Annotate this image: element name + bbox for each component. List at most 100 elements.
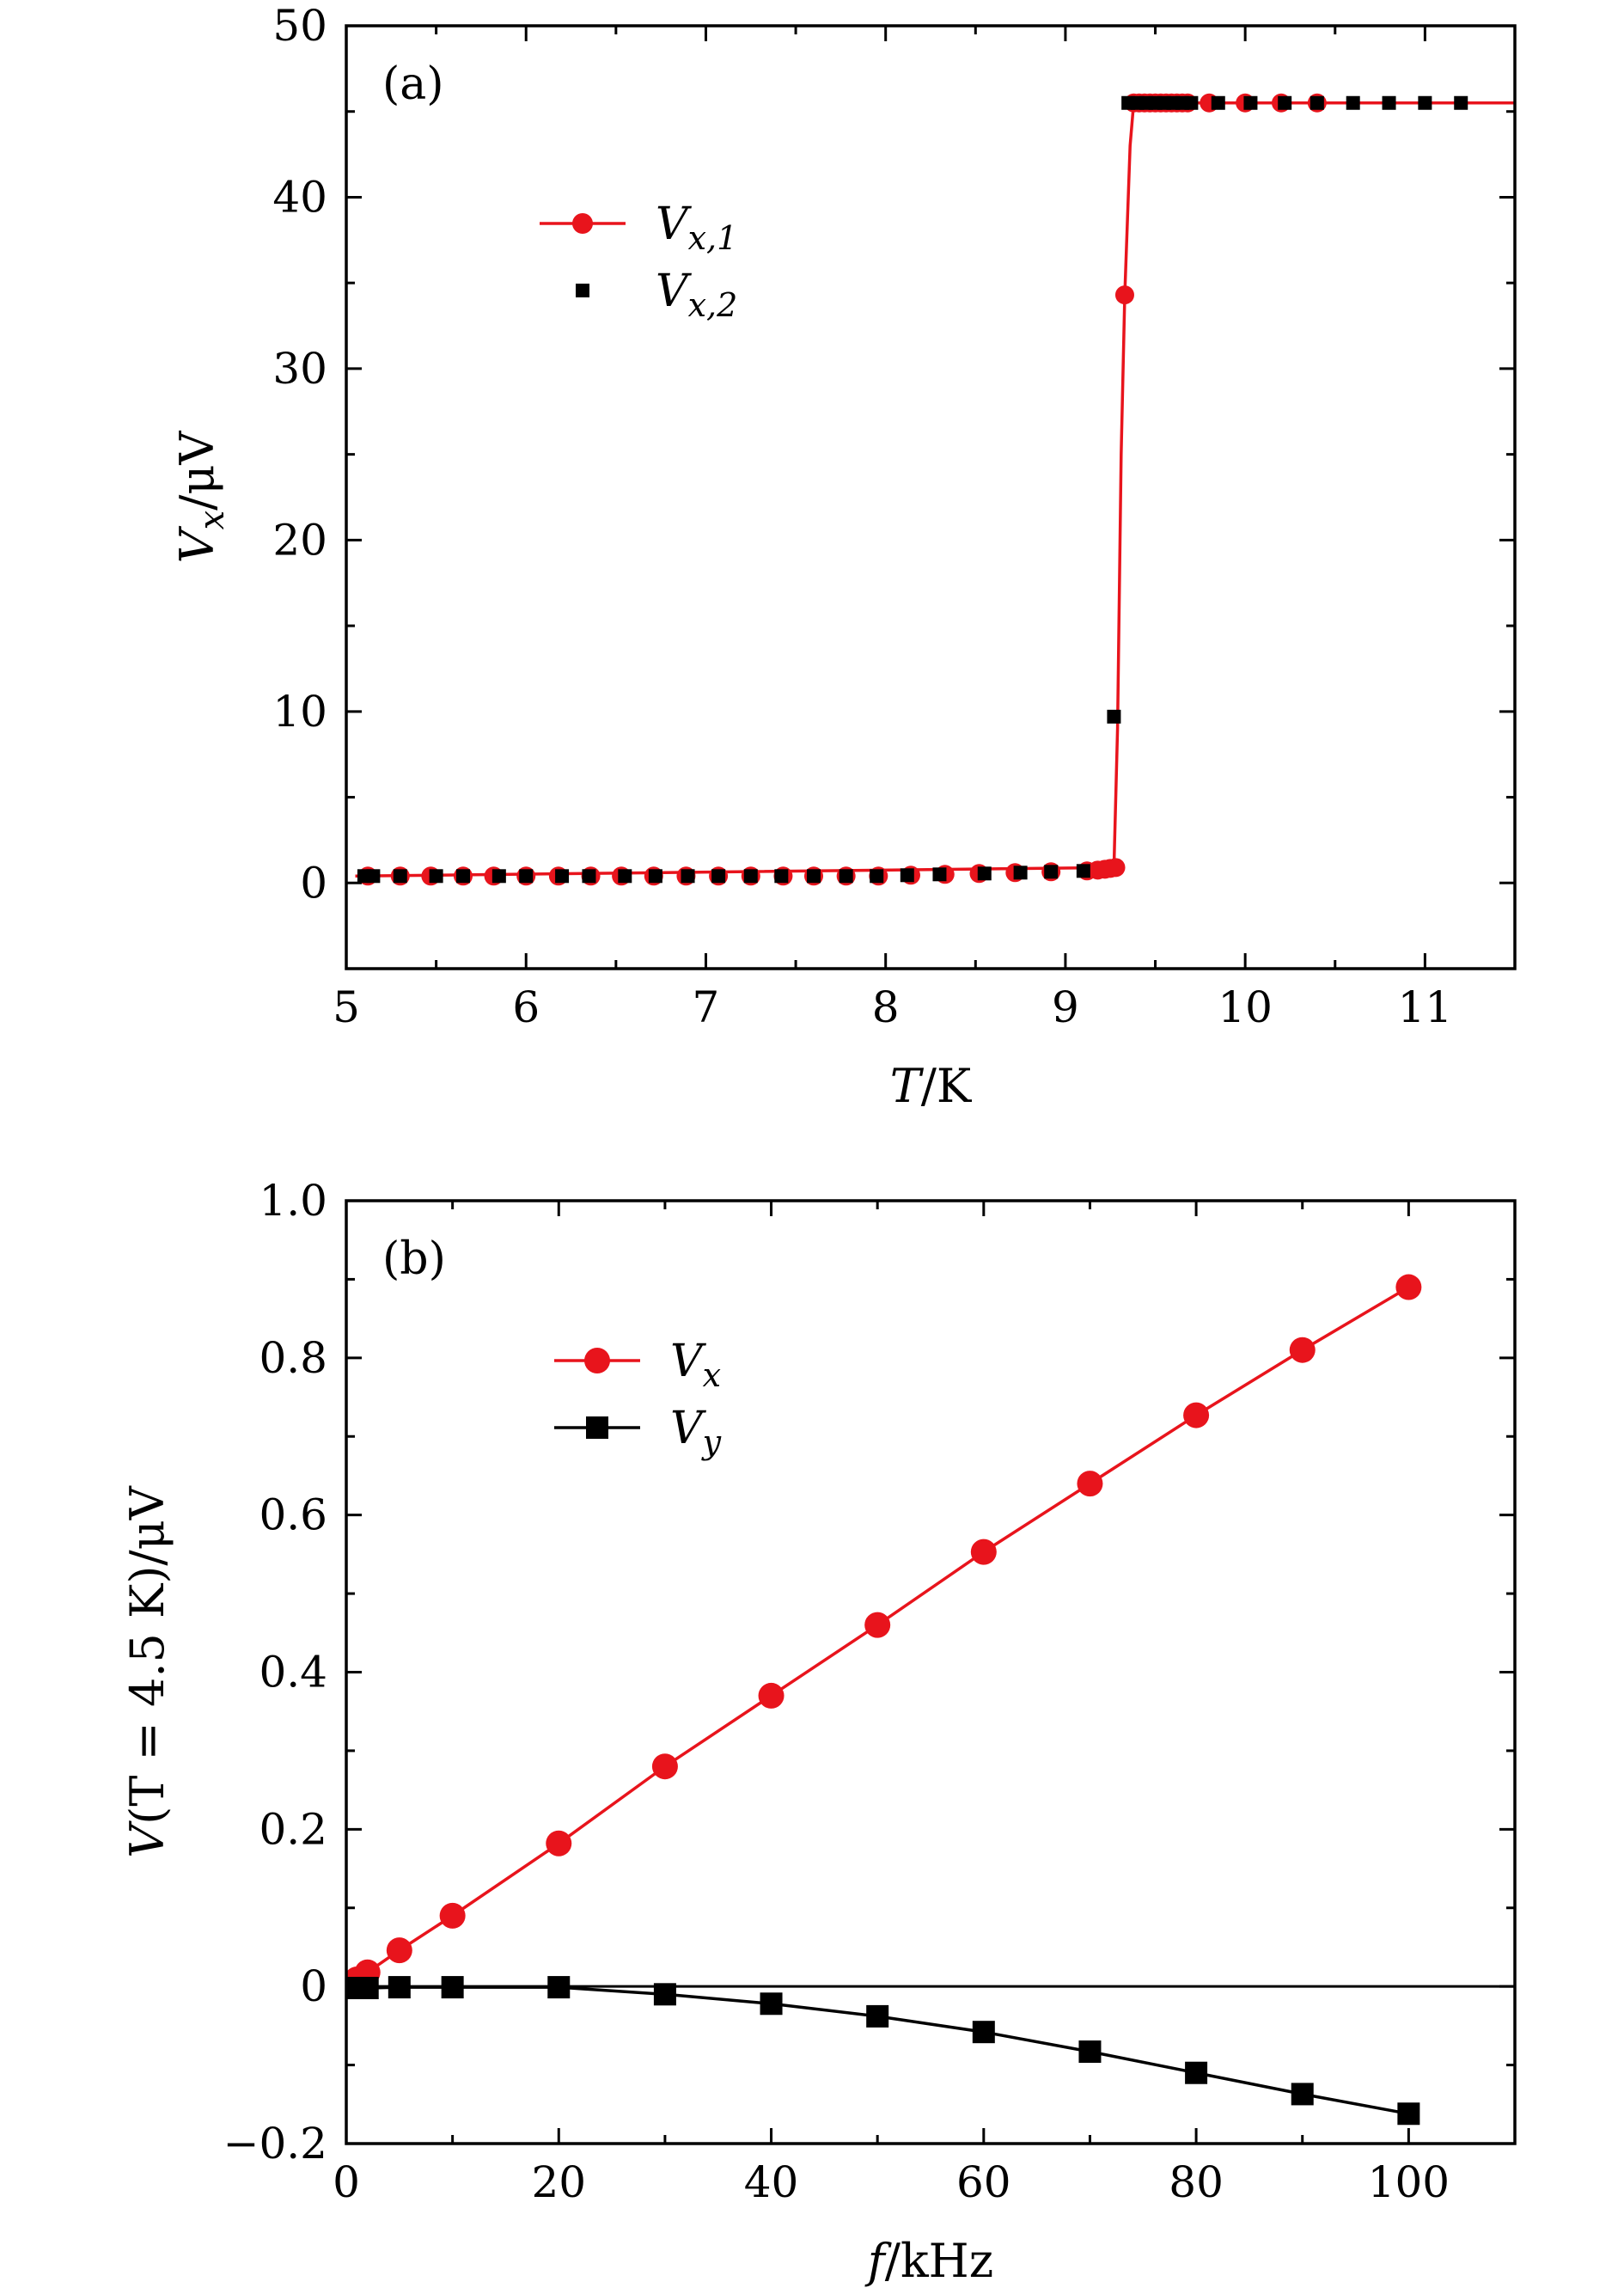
y-tick-label: 20 (272, 515, 327, 565)
x-tick-label: 6 (512, 982, 540, 1032)
legend-label: Vx,1 (656, 199, 737, 257)
y-tick-label: 0.4 (259, 1648, 327, 1698)
data-point (439, 1902, 466, 1929)
plot-area (355, 93, 1515, 886)
data-point (429, 869, 443, 884)
legend-label-var: V (656, 266, 692, 317)
x-axis-label-unit: /K (921, 1059, 973, 1113)
data-point (743, 869, 758, 884)
data-point (1346, 95, 1360, 110)
data-point (970, 1539, 997, 1565)
y-tick-label: 0.6 (259, 1490, 327, 1540)
data-point (1289, 1337, 1316, 1363)
data-point (1106, 858, 1126, 878)
panel-b: 0 20 40 60 80 100−0.200.20.40.60.81.0(b)VxVyf… (120, 1176, 1517, 2288)
x-tick-label: 80 (1169, 2157, 1224, 2207)
plot-frame (345, 24, 1517, 970)
x-tick-label: 40 (744, 2157, 799, 2207)
data-point (1077, 1471, 1103, 1497)
legend-marker (586, 1416, 608, 1439)
x-tick-label: 11 (1398, 982, 1453, 1032)
data-point (1382, 95, 1396, 110)
data-point (1114, 285, 1134, 305)
data-point (519, 869, 534, 884)
data-point (1107, 709, 1121, 724)
series-line (355, 101, 1515, 878)
y-tick-label: 1.0 (259, 1176, 327, 1226)
data-point (547, 1976, 571, 1999)
data-point (388, 1976, 411, 1999)
data-point (760, 1992, 783, 2016)
data-point (864, 1612, 891, 1638)
legend-label-var: V (656, 199, 692, 250)
data-point (1076, 864, 1090, 878)
data-point (1183, 1402, 1210, 1428)
data-point (618, 869, 632, 884)
series-1 (355, 93, 1515, 886)
data-point (1395, 1274, 1422, 1300)
x-axis-label: f/kHz (864, 2234, 993, 2288)
data-point (1454, 95, 1468, 110)
y-axis-label: V(T = 4.5 K)/μV (120, 1485, 174, 1857)
x-tick-label: 10 (1218, 982, 1273, 1032)
data-point (555, 869, 570, 884)
x-tick-label: 8 (872, 982, 900, 1032)
data-point (546, 1830, 572, 1857)
data-point (1418, 95, 1432, 110)
y-tick-label: 0.2 (259, 1804, 327, 1854)
data-point (1184, 95, 1199, 110)
legend-label-var: V (670, 1403, 706, 1454)
y-axis-label-unit: /μV (170, 431, 224, 511)
series-2 (357, 95, 1468, 884)
data-point (1397, 2102, 1420, 2126)
y-tick-label: 50 (272, 1, 327, 51)
data-point (839, 869, 853, 884)
data-point (1278, 95, 1292, 110)
y-axis-label-unit: /μV (120, 1485, 174, 1565)
legend-marker (576, 284, 589, 297)
data-point (582, 869, 596, 884)
legend-entry: Vy (554, 1403, 722, 1461)
data-point (393, 869, 407, 884)
data-point (774, 869, 789, 884)
y-axis-label-sub: x (192, 511, 232, 530)
legend-label: Vy (670, 1403, 722, 1461)
data-point (758, 1682, 785, 1709)
panel-label: (a) (382, 58, 444, 110)
y-tick-label: 0 (300, 1961, 327, 2011)
x-tick-label: 60 (956, 2157, 1011, 2207)
data-point (491, 869, 506, 884)
series-1 (346, 1274, 1422, 1992)
data-point (977, 866, 992, 881)
legend-label-sub: x,1 (688, 219, 738, 257)
y-axis-label: Vx/μV (170, 431, 232, 564)
legend-label-sub: y (701, 1423, 722, 1461)
legend-entry: Vx,2 (576, 266, 737, 324)
panel-label: (b) (382, 1233, 446, 1285)
data-point (456, 869, 470, 884)
data-point (972, 2021, 995, 2044)
plot-area (346, 1274, 1422, 2126)
data-point (807, 869, 821, 884)
y-axis-label-mid: (T = 4.5 K) (120, 1566, 174, 1825)
x-tick-label: 0 (333, 2157, 360, 2207)
data-point (1185, 2061, 1208, 2084)
y-tick-label: 0 (300, 858, 327, 908)
y-tick-label: 0.8 (259, 1333, 327, 1383)
x-axis-label-unit: /kHz (885, 2234, 993, 2288)
x-tick-label: 20 (531, 2157, 586, 2207)
x-tick-label: 5 (333, 982, 360, 1032)
x-axis-label-var: T (890, 1059, 925, 1113)
series-2 (346, 1976, 1420, 2126)
data-point (356, 1976, 379, 1999)
data-point (648, 869, 662, 884)
data-point (1044, 865, 1059, 879)
data-point (653, 1983, 676, 2006)
legend-label-sub: x,2 (688, 286, 738, 324)
data-point (651, 1753, 678, 1780)
data-point (386, 1937, 412, 1964)
data-point (1310, 95, 1324, 110)
data-point (1291, 2083, 1314, 2106)
